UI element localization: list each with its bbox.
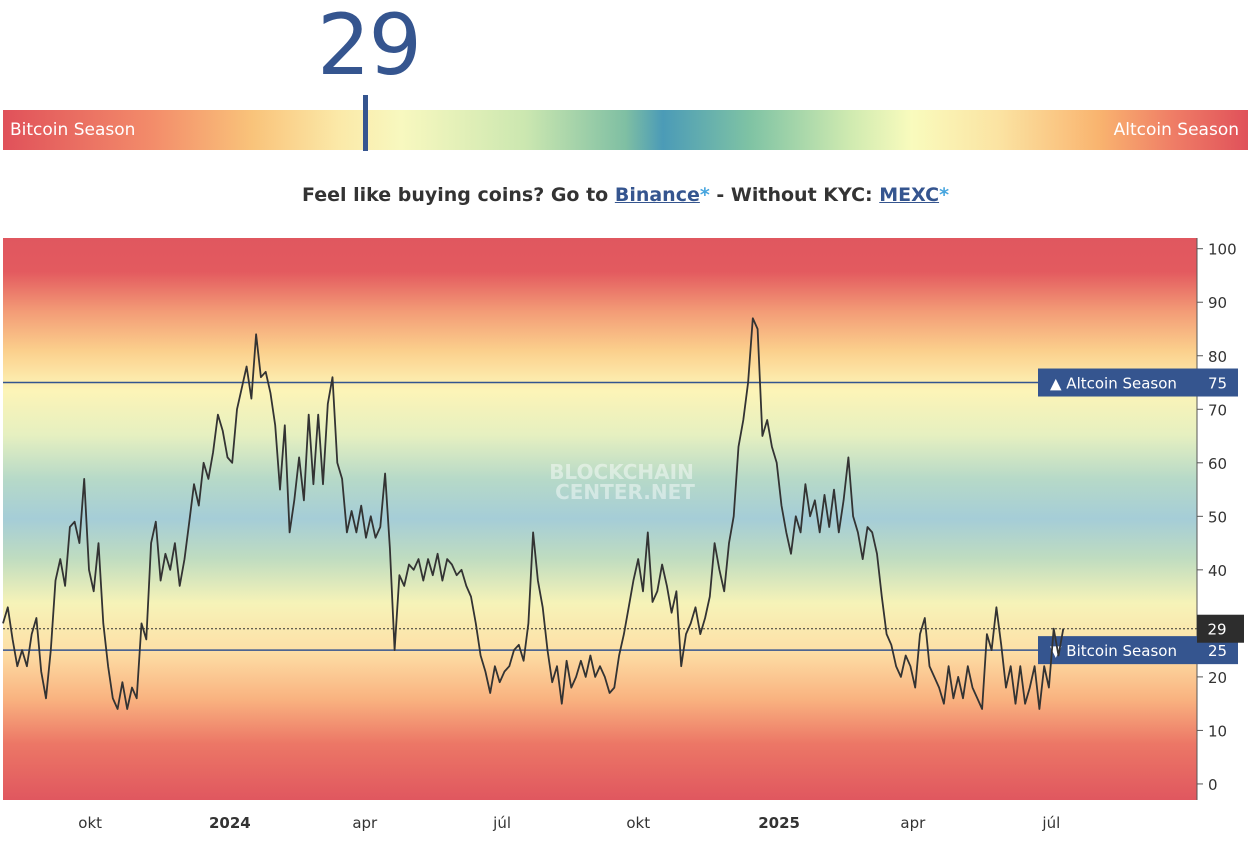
y-tick-label: 80 bbox=[1208, 348, 1227, 366]
bitcoin-season-label: Bitcoin Season bbox=[10, 120, 136, 140]
x-tick-label: okt bbox=[626, 814, 650, 832]
season-gradient-bar bbox=[3, 110, 1248, 150]
y-tick-label: 40 bbox=[1208, 562, 1227, 580]
mexc-link[interactable]: MEXC bbox=[879, 184, 940, 206]
promo-middle: - Without KYC: bbox=[709, 184, 880, 206]
current-value-badge bbox=[1197, 614, 1244, 643]
chart-watermark: BLOCKCHAIN CENTER.NET bbox=[549, 460, 701, 504]
y-tick-label: 10 bbox=[1208, 722, 1227, 740]
reference-value-label: 25 bbox=[1208, 642, 1227, 660]
x-tick-label: apr bbox=[352, 814, 378, 832]
y-tick-label: 50 bbox=[1208, 508, 1227, 526]
x-tick-label: apr bbox=[900, 814, 926, 832]
index-value: 29 bbox=[317, 0, 422, 94]
x-tick-label: júl bbox=[1041, 814, 1060, 832]
y-tick-label: 70 bbox=[1208, 401, 1227, 419]
series-line bbox=[2, 317, 1065, 710]
binance-star: * bbox=[699, 184, 710, 206]
reference-value-label: 75 bbox=[1208, 375, 1227, 393]
x-tick-label: júl bbox=[492, 814, 511, 832]
altcoin-season-label: Altcoin Season bbox=[1113, 120, 1239, 140]
promo-prefix: Feel like buying coins? Go to bbox=[302, 184, 615, 206]
x-tick-label: okt bbox=[78, 814, 102, 832]
x-tick-label: 2025 bbox=[758, 814, 800, 832]
reference-label: ▲ Altcoin Season bbox=[1050, 375, 1177, 393]
mexc-star: * bbox=[939, 184, 949, 206]
y-tick-label: 100 bbox=[1208, 241, 1237, 259]
y-tick-label: 0 bbox=[1208, 776, 1218, 794]
reference-label: ▼ Bitcoin Season bbox=[1050, 642, 1177, 660]
current-value-label: 29 bbox=[1207, 621, 1226, 639]
binance-link[interactable]: Binance bbox=[614, 184, 700, 206]
reference-label-box bbox=[1038, 368, 1238, 397]
x-tick-label: 2024 bbox=[209, 814, 251, 832]
current-value-marker bbox=[363, 95, 368, 151]
chart-background bbox=[3, 238, 1197, 800]
promo-line: Feel like buying coins? Go to Binance* -… bbox=[0, 184, 1251, 206]
y-tick-label: 20 bbox=[1208, 669, 1227, 687]
y-tick-label: 90 bbox=[1208, 294, 1227, 312]
y-tick-label: 60 bbox=[1208, 455, 1227, 473]
